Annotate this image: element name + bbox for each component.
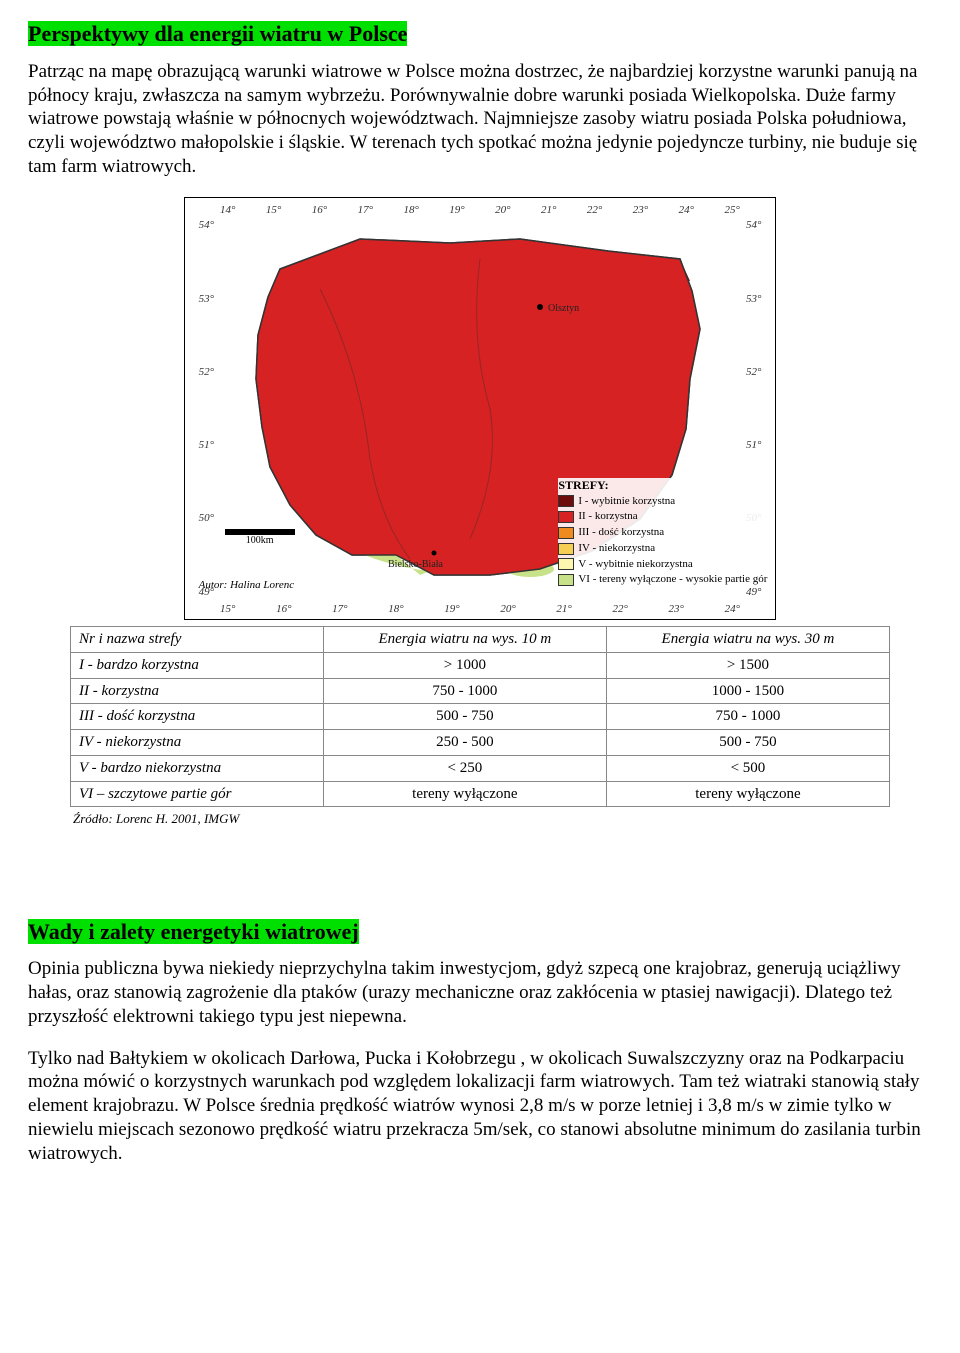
- section2-paragraph-2: Tylko nad Bałtykiem w okolicach Darłowa,…: [28, 1047, 932, 1166]
- map-latitude-left: 54°53°52°51°50°49°: [193, 219, 220, 599]
- map-author: Autor: Halina Lorenc: [199, 579, 295, 593]
- section1-paragraph: Patrząc na mapę obrazującą warunki wiatr…: [28, 60, 932, 179]
- map-longitude-bottom: 15°16°17°18°19°20°21°22°23°24°: [220, 603, 740, 617]
- zone-table: Nr i nazwa strefyEnergia wiatru na wys. …: [70, 626, 890, 807]
- city-label-bielsko: Bielsko-Biała: [388, 559, 444, 570]
- section2-paragraph-1: Opinia publiczna bywa niekiedy nieprzych…: [28, 957, 932, 1028]
- section-title-2: Wady i zalety energetyki wiatrowej: [28, 919, 359, 944]
- map-longitude-top: 14°15°16°17°18°19°20°21°22°23°24°25°: [220, 204, 740, 218]
- map-legend: STREFY: I - wybitnie korzystna II - korz…: [558, 478, 767, 588]
- city-label-olsztyn: Olsztyn: [548, 303, 579, 314]
- section-title-1: Perspektywy dla energii wiatru w Polsce: [28, 21, 407, 46]
- map-scale-bar: 100km: [225, 529, 295, 548]
- table-source: Źródło: Lorenc H. 2001, IMGW: [67, 811, 893, 827]
- map-figure: 14°15°16°17°18°19°20°21°22°23°24°25° 54°…: [28, 197, 932, 828]
